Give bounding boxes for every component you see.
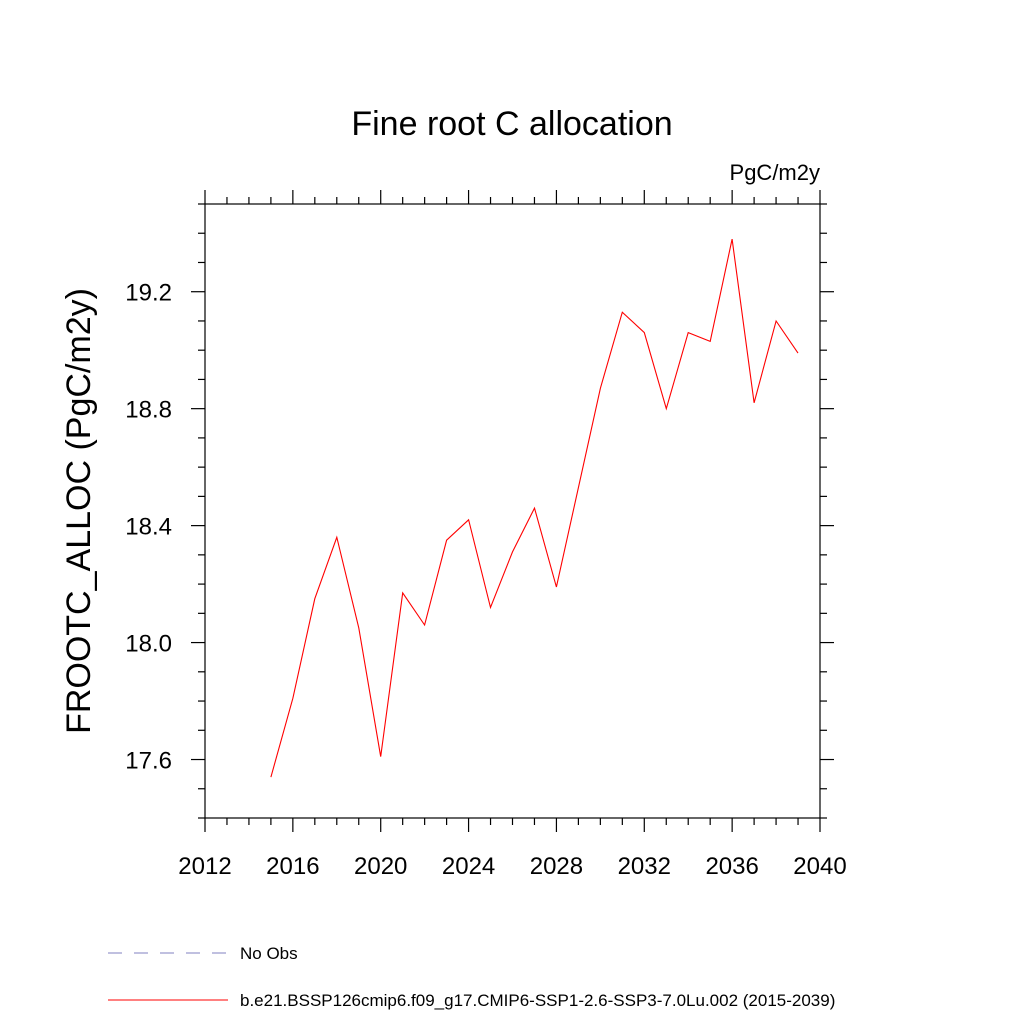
x-tick-label: 2040 (793, 853, 846, 880)
legend-label: No Obs (240, 944, 298, 963)
y-tick-label: 18.8 (125, 397, 172, 424)
y-tick-label: 18.0 (125, 631, 172, 658)
axis-ticks (191, 190, 834, 832)
x-tick-label: 2020 (354, 853, 407, 880)
x-tick-label: 2024 (442, 853, 495, 880)
series-line (270, 238, 799, 778)
x-tick-label: 2032 (618, 853, 671, 880)
x-tick-label: 2028 (530, 853, 583, 880)
x-tick-label: 2036 (705, 853, 758, 880)
legend-label: b.e21.BSSP126cmip6.f09_g17.CMIP6-SSP1-2.… (240, 991, 835, 1010)
y-axis-label: FROOTC_ALLOC (PgC/m2y) (60, 288, 98, 734)
y-tick-label: 19.2 (125, 280, 172, 307)
y-tick-label: 17.6 (125, 748, 172, 775)
x-tick-label: 2012 (178, 853, 231, 880)
axis-tick-labels: 2012 2016 2020 2024 2028 2032 2036 2040 17.6 18.0… (125, 280, 846, 880)
legend: No Obs b.e21.BSSP126cmip6.f09_g17.CMIP6-S… (108, 944, 835, 1010)
x-tick-label: 2016 (266, 853, 319, 880)
chart-title: Fine root C allocation (351, 105, 672, 143)
series-layer (270, 238, 799, 778)
y-tick-label: 18.4 (125, 514, 172, 541)
units-label: PgC/m2y (730, 160, 820, 185)
plot-frame (204, 203, 821, 819)
